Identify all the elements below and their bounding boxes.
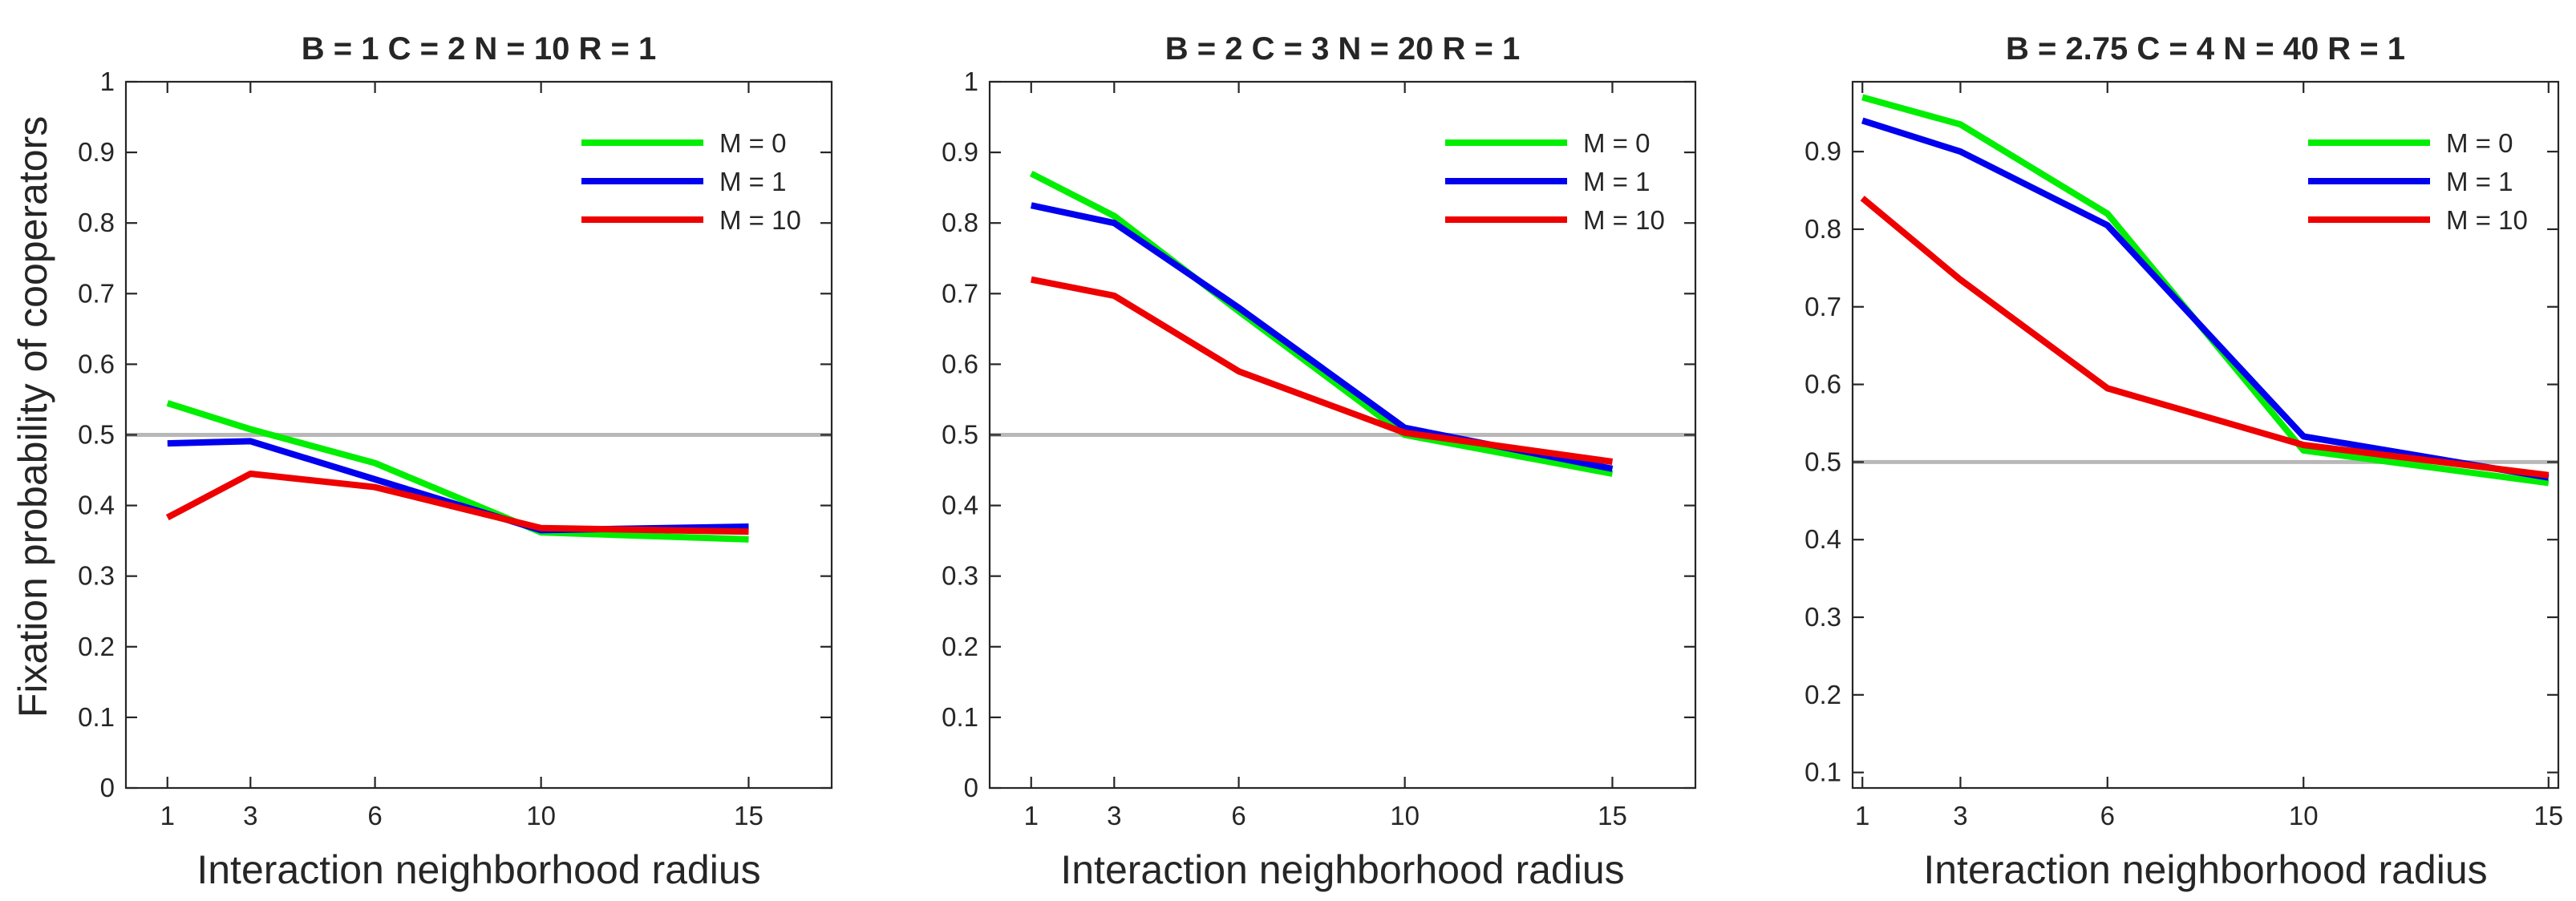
x-tick-label: 6 bbox=[367, 801, 382, 830]
y-tick-label: 0.1 bbox=[1804, 758, 1841, 787]
x-tick-label: 1 bbox=[1855, 801, 1869, 830]
y-tick-label: 0.7 bbox=[1804, 292, 1841, 321]
chart-panel-1: 0 0.1 0.2 0.3 0.4 0.5 0.6 0.7 0.8 0.9 1 1 3 6 10 15 B = … bbox=[78, 31, 833, 892]
x-tick-label: 15 bbox=[734, 801, 763, 830]
x-tick-label: 1 bbox=[1024, 801, 1039, 830]
y-tick-label: 0.7 bbox=[942, 278, 978, 308]
x-tick-label: 6 bbox=[1231, 801, 1245, 830]
y-tick-label: 0.1 bbox=[78, 702, 115, 732]
y-tick-label: 0.9 bbox=[78, 137, 115, 167]
y-tick-label: 0 bbox=[100, 773, 115, 802]
x-tick-label: 3 bbox=[243, 801, 257, 830]
y-tick-label: 0.9 bbox=[1804, 136, 1841, 166]
y-tick-label: 0.8 bbox=[1804, 214, 1841, 244]
x-tick-label: 15 bbox=[2533, 801, 2563, 830]
legend-label: M = 10 bbox=[719, 205, 801, 235]
series-line-m-0 bbox=[166, 400, 749, 543]
series-line-m-0 bbox=[1861, 94, 2550, 487]
x-axis-title: Interaction neighborhood radius bbox=[1923, 847, 2487, 892]
y-tick-label: 0.6 bbox=[942, 349, 978, 378]
series-line-m-1 bbox=[1861, 117, 2550, 481]
legend: M = 0 M = 1 M = 10 bbox=[2308, 128, 2528, 235]
plot-frame bbox=[1851, 80, 2560, 790]
y-tick-label: 0.6 bbox=[78, 349, 115, 378]
legend-label: M = 0 bbox=[719, 128, 786, 158]
y-tick-label: 0.7 bbox=[78, 278, 115, 308]
y-tick-label: 0 bbox=[964, 773, 978, 802]
legend-label: M = 10 bbox=[1583, 205, 1665, 235]
y-tick-label: 0.6 bbox=[1804, 370, 1841, 399]
chart-panels: 00.10.20.30.40.50.60.70.80.911 3 6 10 15B = … bbox=[78, 31, 2563, 892]
y-tick-label: 1 bbox=[100, 67, 115, 96]
x-axis-title: Interaction neighborhood radius bbox=[1060, 847, 1624, 892]
x-tick-label: 6 bbox=[2100, 801, 2115, 830]
legend-label: M = 1 bbox=[719, 167, 786, 196]
legend-label: M = 10 bbox=[2446, 205, 2528, 235]
x-tick-label: 10 bbox=[526, 801, 556, 830]
series-line-m-10 bbox=[1860, 196, 2550, 479]
y-tick-label: 0.2 bbox=[78, 632, 115, 661]
x-tick-label: 10 bbox=[2289, 801, 2319, 830]
x-tick-label: 1 bbox=[160, 801, 175, 830]
legend-label: M = 0 bbox=[2446, 128, 2513, 158]
y-tick-label: 0.5 bbox=[78, 420, 115, 450]
y-tick-label: 0.1 bbox=[942, 702, 978, 732]
chart-title: B = 2 C = 3 N = 20 R = 1 bbox=[1165, 31, 1520, 67]
legend-label: M = 1 bbox=[2446, 167, 2513, 196]
y-tick-label: 0.3 bbox=[78, 561, 115, 591]
y-tick-label: 0.5 bbox=[1804, 446, 1841, 476]
x-axis-title: Interaction neighborhood radius bbox=[196, 847, 760, 892]
figure-ylabel: Fixation probability of cooperators bbox=[10, 116, 55, 717]
y-tick-label: 1 bbox=[964, 67, 978, 96]
chart-title: B = 2.75 C = 4 N = 40 R = 1 bbox=[2006, 31, 2405, 67]
y-tick-label: 0.8 bbox=[78, 208, 115, 237]
legend-label: M = 0 bbox=[1583, 128, 1650, 158]
legend: M = 0 M = 1 M = 10 bbox=[581, 128, 801, 235]
legend: M = 0 M = 1 M = 10 bbox=[1445, 128, 1665, 235]
y-tick-label: 0.2 bbox=[1804, 680, 1841, 709]
series-line-m-10 bbox=[1031, 276, 1614, 465]
y-tick-label: 0.9 bbox=[942, 137, 978, 167]
x-tick-label: 3 bbox=[1107, 801, 1121, 830]
legend-label: M = 1 bbox=[1583, 167, 1650, 196]
series-line-m-10 bbox=[165, 471, 749, 535]
y-tick-label: 0.4 bbox=[942, 491, 978, 520]
x-tick-label: 3 bbox=[1953, 801, 1967, 830]
y-tick-label: 0.3 bbox=[942, 561, 978, 591]
y-tick-label: 0.5 bbox=[942, 420, 978, 450]
x-tick-label: 15 bbox=[1598, 801, 1627, 830]
chart-title: B = 1 C = 2 N = 10 R = 1 bbox=[302, 31, 656, 67]
y-tick-label: 0.8 bbox=[942, 208, 978, 237]
chart-panel-3: 0.1 0.2 0.3 0.4 0.5 0.6 0.7 0.8 0.9 1 3 6 10 15 B = 2.… bbox=[1804, 31, 2563, 892]
y-tick-label: 0.3 bbox=[1804, 602, 1841, 632]
x-tick-label: 10 bbox=[1390, 801, 1420, 830]
y-tick-label: 0.4 bbox=[1804, 524, 1841, 554]
chart-panel-2: 0 0.1 0.2 0.3 0.4 0.5 0.6 0.7 0.8 0.9 1 1 3 6 10 15 B = … bbox=[942, 31, 1697, 892]
y-tick-label: 0.4 bbox=[78, 491, 115, 520]
y-tick-label: 0.2 bbox=[942, 632, 978, 661]
